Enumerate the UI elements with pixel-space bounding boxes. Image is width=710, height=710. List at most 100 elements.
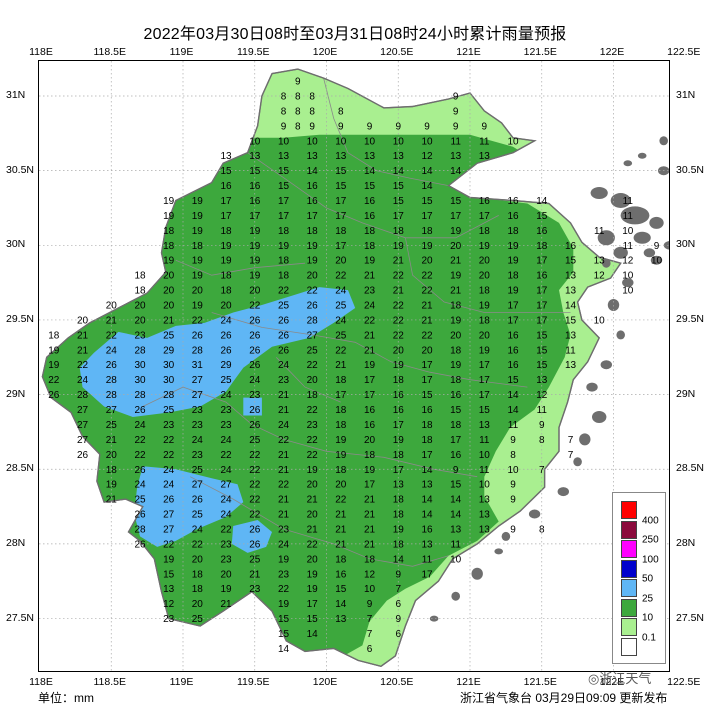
- rainfall-value: 13: [479, 420, 491, 431]
- rainfall-legend: 400 250 100 50 25 10 0.1: [612, 492, 666, 664]
- rainfall-value: 20: [134, 301, 146, 312]
- rainfall-value: 21: [421, 316, 433, 327]
- rainfall-value: 21: [278, 405, 290, 416]
- rainfall-value: 30: [134, 360, 146, 371]
- rainfall-value: 22: [335, 345, 347, 356]
- rainfall-value: 13: [335, 151, 347, 162]
- rainfall-value: 8: [295, 121, 301, 132]
- rainfall-value: 11: [623, 211, 634, 222]
- rainfall-value: 22: [307, 435, 319, 446]
- city-boundaries: [142, 78, 571, 567]
- rainfall-value: 18: [335, 226, 347, 237]
- rainfall-value: 20: [479, 271, 491, 282]
- rain-zone-25-50-center: [231, 520, 272, 553]
- rainfall-value: 23: [278, 375, 290, 386]
- rainfall-value: 15: [393, 181, 405, 192]
- rainfall-value: 8: [510, 450, 516, 461]
- rainfall-value: 24: [278, 420, 290, 431]
- rainfall-value: 10: [622, 286, 634, 297]
- rainfall-value: 16: [507, 330, 519, 341]
- rainfall-value: 25: [220, 375, 232, 386]
- rainfall-value-labels: 98 8 8 98 8 8 8 99 8 9 9 9 9 9 9 910 10 10 10 10 10 10 11 11 101…: [48, 77, 662, 655]
- rainfall-value: 21: [364, 345, 376, 356]
- rainfall-value: 10: [450, 554, 462, 565]
- rainfall-value: 14: [364, 166, 376, 177]
- lat-tick-left: 28N: [6, 536, 26, 549]
- rainfall-value: 26: [249, 360, 261, 371]
- rainfall-value: 22: [393, 301, 405, 312]
- lon-tick-bottom: 120E: [312, 676, 338, 688]
- rainfall-value: 7: [367, 629, 373, 640]
- rainfall-value: 28: [106, 375, 118, 386]
- rainfall-value: 13: [393, 480, 405, 491]
- rainfall-value: 26: [249, 405, 261, 416]
- rainfall-value: 16: [249, 196, 261, 207]
- rainfall-value: 18: [507, 271, 519, 282]
- rainfall-value: 11: [451, 136, 462, 147]
- rainfall-value: 18: [192, 241, 204, 252]
- rainfall-value: 17: [335, 241, 347, 252]
- island: [622, 278, 634, 288]
- lon-tick-top: 122E: [599, 46, 625, 58]
- rainfall-value: 19: [364, 360, 376, 371]
- island: [649, 216, 664, 229]
- rainfall-value: 13: [565, 360, 577, 371]
- rainfall-value: 15: [536, 330, 548, 341]
- lon-tick-top: 120E: [312, 46, 338, 58]
- rainfall-value: 16: [450, 450, 462, 461]
- island: [501, 531, 511, 541]
- rainfall-value: 30: [134, 375, 146, 386]
- rainfall-value: 26: [77, 450, 89, 461]
- rainfall-value: 16: [220, 181, 232, 192]
- rainfall-value: 22: [364, 316, 376, 327]
- rainfall-value: 15: [335, 166, 347, 177]
- rainfall-value: 18: [278, 271, 290, 282]
- rainfall-value: 14: [393, 554, 405, 565]
- lon-tick-bottom: 119E: [169, 676, 194, 688]
- lon-tick-bottom: 121.5E: [523, 676, 557, 688]
- rainfall-value: 9: [424, 121, 430, 132]
- rainfall-value: 8: [309, 106, 315, 117]
- rainfall-value: 17: [421, 375, 433, 386]
- graticule: [39, 61, 669, 671]
- rainfall-value: 7: [539, 465, 545, 476]
- rainfall-value: 13: [421, 480, 433, 491]
- islands: [429, 136, 669, 622]
- rainfall-value: 18: [393, 510, 405, 521]
- rainfall-value: 11: [623, 196, 634, 207]
- rainfall-value: 18: [163, 241, 175, 252]
- rainfall-value: 18: [421, 435, 433, 446]
- rainfall-value: 9: [654, 241, 660, 252]
- rainfall-value: 17: [479, 375, 491, 386]
- rainfall-value: 16: [536, 226, 548, 237]
- rainfall-value: 14: [278, 644, 290, 655]
- island: [451, 591, 461, 601]
- island: [429, 615, 439, 622]
- rainfall-value: 17: [536, 286, 548, 297]
- rainfall-value: 26: [249, 539, 261, 550]
- rainfall-value: 26: [249, 330, 261, 341]
- rainfall-value: 24: [220, 435, 232, 446]
- rainfall-value: 18: [192, 584, 204, 595]
- rainfall-value: 8: [295, 106, 301, 117]
- rainfall-value: 10: [507, 465, 519, 476]
- boundary-line: [142, 386, 478, 478]
- rainfall-value: 22: [421, 271, 433, 282]
- rainfall-value: 21: [163, 316, 175, 327]
- rainfall-value: 19: [106, 480, 118, 491]
- rainfall-value: 24: [163, 465, 175, 476]
- rainfall-value: 25: [249, 554, 261, 565]
- rainfall-value: 24: [364, 301, 376, 312]
- rainfall-value: 16: [249, 181, 261, 192]
- rainfall-value: 10: [507, 136, 519, 147]
- rainfall-value: 22: [307, 405, 319, 416]
- rainfall-value: 28: [192, 345, 204, 356]
- rainfall-value: 22: [307, 450, 319, 461]
- rainfall-value: 22: [278, 480, 290, 491]
- boundary-line: [405, 237, 571, 313]
- rainfall-value: 26: [48, 390, 60, 401]
- legend-swatch: [621, 520, 637, 539]
- rainfall-value: 16: [450, 390, 462, 401]
- rainfall-value: 8: [281, 92, 287, 103]
- rainfall-value: 24: [134, 420, 146, 431]
